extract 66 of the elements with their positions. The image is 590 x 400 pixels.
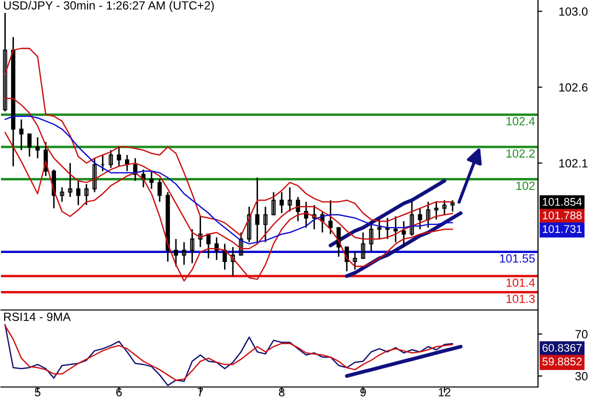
candlestick: [76, 180, 80, 206]
line-series: [344, 344, 463, 378]
text: 101.788: [542, 212, 582, 220]
candlestick: [418, 208, 422, 230]
candlestick: [312, 204, 316, 230]
candlestick: [280, 191, 284, 214]
ref-line-label: 101.4: [506, 278, 535, 287]
ref-line-label: 102: [516, 182, 535, 190]
y-tick-label: 70: [575, 330, 588, 338]
candlestick: [360, 232, 366, 260]
candlestick: [442, 200, 447, 216]
candlestick: [84, 183, 89, 206]
candlestick: [426, 201, 430, 228]
candlestick: [60, 186, 64, 203]
candlestick: [92, 158, 97, 193]
y-tick-label: 102.1: [559, 159, 588, 168]
line-series: [328, 179, 446, 248]
y-tick-label: 102.6: [559, 83, 588, 92]
candlestick: [369, 220, 374, 253]
candlestick: [410, 201, 414, 236]
ref-line-label: 102.2: [506, 149, 535, 158]
candlestick: [149, 170, 154, 190]
x-tick-label: 9: [360, 388, 366, 396]
text: 101.854: [542, 198, 582, 206]
candlestick: [402, 220, 406, 248]
candlestick: [174, 238, 178, 268]
y-tick-label: 103.0: [559, 7, 588, 16]
candlestick: [394, 216, 398, 243]
candlestick: [2, 12, 8, 112]
candlestick: [247, 206, 252, 243]
candlestick: [36, 136, 40, 159]
x-tick-label: 12: [438, 388, 450, 396]
candlestick: [68, 162, 72, 198]
candlestick: [182, 241, 186, 266]
candlestick: [158, 178, 162, 203]
candlestick: [190, 228, 194, 264]
candlestick: [19, 118, 24, 151]
line-series: [4, 48, 454, 236]
candlestick: [328, 200, 333, 235]
candlestick: [271, 191, 276, 216]
candlestick: [352, 251, 358, 270]
candlestick: [255, 176, 260, 244]
candlestick: [263, 206, 268, 243]
candlestick: [222, 243, 227, 270]
text: 60.8367: [542, 344, 582, 352]
x-tick-label: 8: [278, 388, 284, 396]
candlestick: [198, 216, 202, 248]
candlestick: [434, 201, 438, 220]
candlestick: [288, 186, 292, 212]
candlestick: [230, 246, 235, 277]
ref-line-label: 101.3: [506, 294, 535, 303]
candlestick: [116, 146, 122, 167]
y-tick-label: 30: [575, 372, 588, 380]
ref-line-label: 101.55: [500, 254, 535, 263]
candlestick: [108, 149, 113, 169]
text: 101.731: [542, 225, 582, 233]
text: 59.8852: [542, 358, 582, 366]
candlestick: [27, 133, 32, 158]
candlestick: [336, 226, 341, 258]
candlestick: [238, 232, 244, 256]
chart-title: USD/JPY - 30min - 1:26:27 AM (UTC+2): [4, 0, 214, 12]
candlestick: [450, 200, 455, 212]
candlestick: [377, 218, 382, 240]
ref-line-label: 102.4: [506, 117, 535, 126]
chart-title: RSI14 - 9MA: [4, 312, 71, 321]
line-series: [4, 132, 454, 282]
